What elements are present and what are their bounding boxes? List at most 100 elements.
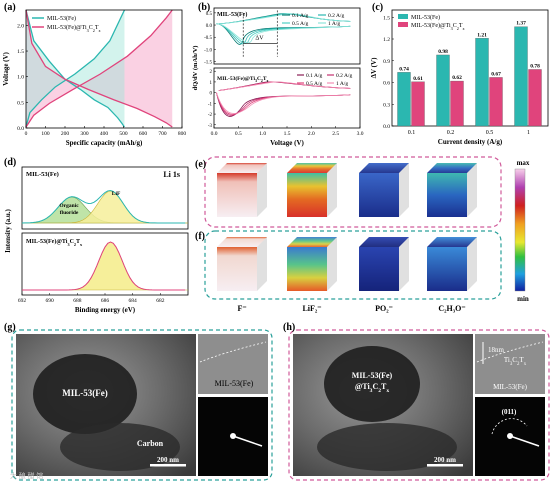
- bar-pink-0: [411, 81, 425, 127]
- bottom-y-tick-label: -3: [208, 124, 213, 129]
- y-tick-label: 0.3: [383, 102, 390, 108]
- envelope-top: [21, 190, 186, 224]
- bottom-y-tick-label: 0: [210, 92, 213, 97]
- top-legend-label-3: 1 A/g: [328, 21, 340, 27]
- area-fill-pink: [26, 10, 173, 127]
- cube-e-2-front: [359, 173, 399, 217]
- x-tick-label: 688: [73, 298, 82, 304]
- x-axis-label: Current density (A/g): [438, 138, 503, 146]
- y-tick-label: 1.0: [17, 75, 24, 81]
- panel-label-d: (d): [4, 157, 17, 168]
- scale-label: 200 nm: [157, 456, 179, 464]
- tem-inset-hr: [198, 334, 268, 394]
- watermark: 大 酿 醋 馆: [10, 471, 43, 480]
- x-tick-label: 0.0: [211, 131, 218, 137]
- x-tick-label: 0.1: [408, 130, 416, 136]
- panel-c: (c) 0.74 0.61 0.1 0.98 0.62 0.2 1.21 0.67 0.5 1.3…: [368, 0, 554, 150]
- x-tick-label: 1: [527, 130, 530, 136]
- top-title: MIL-53(Fe): [217, 11, 247, 18]
- panel-label-e: (e): [195, 159, 207, 170]
- x-tick-label: 700: [158, 131, 167, 137]
- top-y-tick-label: -1.0: [204, 48, 212, 53]
- bar-teal-2: [475, 38, 489, 127]
- cube-f-3-front: [427, 247, 467, 291]
- panel-g: (g) MIL-53(Fe) Carbon MIL-53(Fe) 200 nm 大 酿 …: [0, 322, 277, 483]
- plot-frame: [391, 9, 549, 127]
- x-tick-label: 0.2: [447, 130, 455, 136]
- bottom-legend-label-3: 1 A/g: [336, 81, 348, 87]
- series-line-2: [25, 9, 173, 128]
- cube-e-2-top: [359, 163, 409, 173]
- x-tick-label: 1.0: [259, 131, 266, 137]
- inset-ti-label: Ti3C2Tx: [504, 356, 527, 367]
- scale-min-label: min: [517, 295, 529, 303]
- bottom-discharge-3: [216, 92, 351, 114]
- x-tick-label: 2.0: [308, 131, 315, 137]
- top-discharge-3: [216, 23, 351, 43]
- ion-label-f: F⁻: [237, 304, 246, 313]
- series-line-1: [25, 9, 126, 128]
- panel-d: (d) MIL-53(Fe) Li 1s Organic fluoride LiF MIL…: [0, 155, 195, 317]
- top-y-tick-label: -1.5: [204, 61, 212, 66]
- peak-lif-bottom: [22, 241, 188, 291]
- y-tick-label: 0.6: [383, 81, 390, 87]
- top-legend-label-1: 0.2 A/g: [328, 13, 344, 19]
- bar-value-label: 0.78: [530, 63, 540, 69]
- cube-e-3-side: [467, 163, 477, 217]
- bar-teal-0: [397, 72, 411, 127]
- x-axis-label: Voltage (V): [270, 139, 304, 147]
- top-title: MIL-53(Fe): [26, 171, 59, 178]
- y-tick-label: 1.5: [383, 15, 390, 21]
- bottom-y-tick-label: 1: [210, 81, 213, 86]
- panel-label-g: (g): [4, 322, 16, 333]
- area-fill-teal: [26, 10, 125, 127]
- panel-a: (a) 0 100 200 300 400 500 600 700 800 0.0 0.5 1.0 1.…: [0, 0, 190, 150]
- bottom-y-tick-label: 2: [210, 70, 213, 75]
- cube-e-3-top: [427, 163, 477, 173]
- cube-f-0-front: [217, 247, 257, 291]
- lif-label: LiF: [112, 191, 121, 197]
- saed-index-label: (011): [502, 408, 517, 416]
- cube-f-1-front: [287, 247, 327, 291]
- y-axis-label: Intensity (a.u.): [4, 208, 12, 252]
- tem-image-g: MIL-53(Fe) Carbon MIL-53(Fe) 200 nm 大 酿 醋 馆: [10, 329, 273, 481]
- organic-label-2: fluoride: [60, 210, 79, 216]
- saed-beamstop: [509, 435, 540, 447]
- x-tick-label: 2.5: [332, 131, 339, 137]
- top-legend-label-0: 0.1 A/g: [292, 13, 308, 19]
- x-tick-label: 500: [119, 131, 128, 137]
- scale-max-label: max: [517, 159, 530, 167]
- main-label-1: MIL-53(Fe): [352, 371, 393, 380]
- bottom-legend-label-0: 0.1 A/g: [306, 73, 322, 79]
- cube-e-0-side: [257, 163, 267, 217]
- legend-swatch-teal: [398, 14, 408, 19]
- x-tick-label: 684: [129, 298, 138, 304]
- bottom-title: MIL-53(Fe)@Ti3C2Tx: [26, 238, 83, 247]
- cube-f-3-side: [467, 237, 477, 291]
- bar-pink-3: [528, 69, 542, 127]
- cube-f-3-top: [427, 237, 477, 247]
- main-label: MIL-53(Fe): [62, 388, 107, 398]
- top-charge-3: [218, 13, 351, 25]
- bar-pink-1: [450, 80, 464, 127]
- top-y-tick-label: 0.5: [206, 12, 213, 17]
- interface-line: [199, 341, 267, 363]
- y-tick-label: 2.0: [17, 23, 24, 29]
- x-tick-label: 300: [80, 131, 89, 137]
- panel-label-h: (h): [283, 322, 296, 333]
- top-legend-label-2: 0.5 A/g: [292, 21, 308, 27]
- tof-sims-panels: max min F⁻ LiF₂⁻ PO₂⁻ C₂H₃O⁻: [204, 156, 530, 313]
- legend-label-composite: MIL-53(Fe)@Ti3C2Tx: [411, 22, 466, 31]
- legend-label-mil: MIL-53(Fe): [411, 14, 440, 21]
- scale-label: 200 nm: [434, 456, 456, 464]
- x-tick-label: 0.5: [235, 131, 242, 137]
- x-tick-label: 690: [46, 298, 55, 304]
- cube-e-1-front: [287, 173, 327, 217]
- x-tick-label: 100: [41, 131, 50, 137]
- box-e: [204, 156, 502, 228]
- x-tick-label: 600: [139, 131, 148, 137]
- cube-f-2-side: [399, 237, 409, 291]
- legend-label-composite: MIL-53(Fe)@Ti3C2Tx: [47, 24, 102, 33]
- bar-value-label: 0.74: [399, 66, 409, 72]
